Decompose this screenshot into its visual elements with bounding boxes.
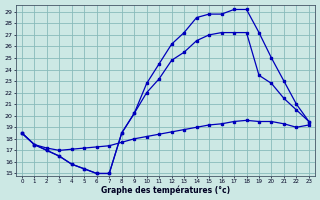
X-axis label: Graphe des températures (°c): Graphe des températures (°c) [101,186,230,195]
